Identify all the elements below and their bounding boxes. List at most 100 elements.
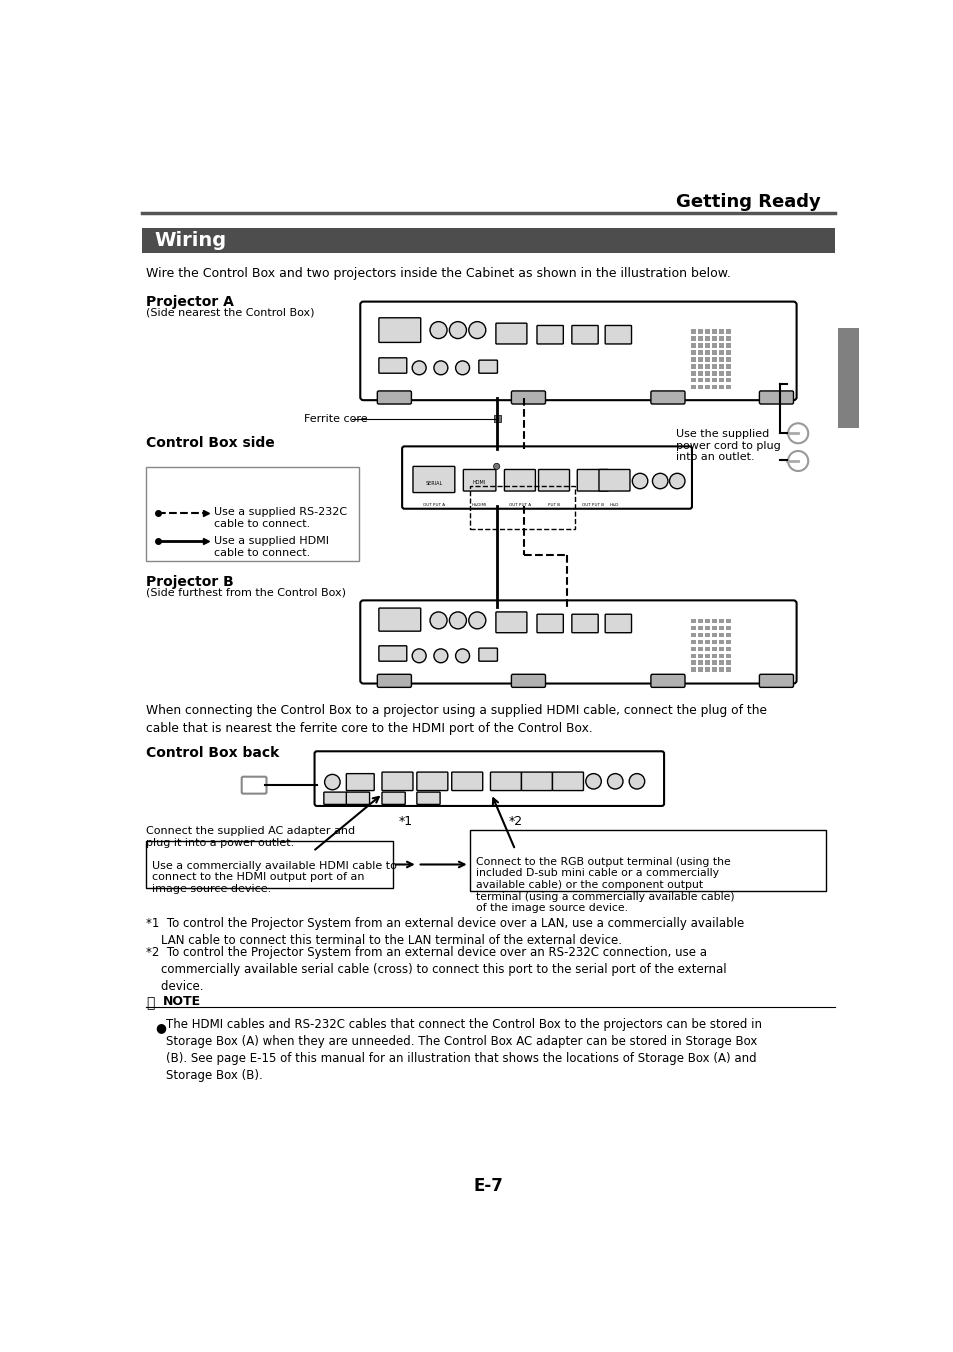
Bar [837, 327, 858, 427]
FancyBboxPatch shape [537, 614, 562, 633]
Circle shape [456, 361, 469, 375]
Bar [142, 228, 835, 253]
Bar [704, 660, 709, 665]
Text: OUT PUT B: OUT PUT B [581, 503, 603, 507]
Circle shape [430, 612, 447, 629]
Bar [691, 653, 695, 658]
Bar [698, 639, 702, 645]
Text: E-7: E-7 [474, 1178, 503, 1195]
Bar [719, 377, 723, 383]
Bar [725, 364, 730, 369]
FancyBboxPatch shape [463, 469, 496, 491]
FancyBboxPatch shape [759, 391, 793, 404]
Bar [719, 350, 723, 354]
FancyBboxPatch shape [452, 772, 482, 791]
Text: ●: ● [154, 1021, 166, 1034]
FancyBboxPatch shape [346, 792, 369, 804]
FancyBboxPatch shape [478, 648, 497, 661]
Bar [691, 668, 695, 672]
Bar [711, 660, 716, 665]
Circle shape [669, 473, 684, 488]
FancyBboxPatch shape [416, 772, 447, 791]
Bar [704, 639, 709, 645]
Bar [719, 653, 723, 658]
Text: (Side nearest the Control Box): (Side nearest the Control Box) [146, 307, 314, 316]
Bar [719, 330, 723, 334]
FancyBboxPatch shape [416, 792, 439, 804]
Bar [719, 343, 723, 347]
Text: Getting Ready: Getting Ready [675, 193, 820, 211]
Circle shape [652, 473, 667, 488]
Bar [725, 653, 730, 658]
Bar [711, 633, 716, 637]
Text: The HDMI cables and RS-232C cables that connect the Control Box to the projector: The HDMI cables and RS-232C cables that … [166, 1018, 760, 1083]
Bar [698, 385, 702, 389]
Bar [698, 377, 702, 383]
Bar [704, 337, 709, 341]
Text: NOTE: NOTE [162, 995, 200, 1009]
Circle shape [468, 612, 485, 629]
Bar [711, 370, 716, 376]
Bar [691, 350, 695, 354]
FancyBboxPatch shape [346, 773, 374, 791]
Bar [704, 385, 709, 389]
Circle shape [456, 649, 469, 662]
FancyBboxPatch shape [604, 326, 631, 343]
Bar [691, 639, 695, 645]
Bar [711, 337, 716, 341]
Bar [711, 626, 716, 630]
Bar [725, 377, 730, 383]
Bar [698, 668, 702, 672]
Bar [725, 350, 730, 354]
Bar [725, 357, 730, 362]
Bar [704, 370, 709, 376]
Bar [698, 660, 702, 665]
Bar [711, 639, 716, 645]
Text: *2  To control the Projector System from an external device over an RS-232C conn: *2 To control the Projector System from … [146, 946, 726, 994]
Bar [698, 350, 702, 354]
Bar [725, 370, 730, 376]
Bar [719, 619, 723, 623]
Bar [711, 343, 716, 347]
Text: OUT PUT A: OUT PUT A [422, 503, 444, 507]
Circle shape [430, 322, 447, 338]
Circle shape [632, 473, 647, 488]
Bar [711, 350, 716, 354]
FancyBboxPatch shape [650, 675, 684, 687]
Bar [704, 377, 709, 383]
FancyBboxPatch shape [381, 792, 405, 804]
FancyBboxPatch shape [478, 360, 497, 373]
Bar [719, 385, 723, 389]
Circle shape [787, 423, 807, 443]
Bar [698, 653, 702, 658]
Bar [725, 660, 730, 665]
Bar [704, 350, 709, 354]
Text: H&DIMI: H&DIMI [472, 503, 487, 507]
FancyBboxPatch shape [360, 600, 796, 684]
Bar [704, 668, 709, 672]
Bar [719, 337, 723, 341]
FancyBboxPatch shape [378, 358, 406, 373]
Circle shape [449, 612, 466, 629]
Bar [719, 364, 723, 369]
Bar [711, 653, 716, 658]
Bar [698, 337, 702, 341]
Bar [691, 626, 695, 630]
Bar [691, 660, 695, 665]
Text: Connect to the RGB output terminal (using the
included D-sub mini cable or a com: Connect to the RGB output terminal (usin… [476, 857, 734, 913]
Bar [719, 357, 723, 362]
FancyBboxPatch shape [377, 675, 411, 687]
Text: Use the supplied
power cord to plug
into an outlet.: Use the supplied power cord to plug into… [675, 429, 780, 462]
FancyBboxPatch shape [490, 772, 521, 791]
FancyBboxPatch shape [577, 469, 608, 491]
Bar [691, 330, 695, 334]
Bar [698, 343, 702, 347]
Circle shape [468, 322, 485, 338]
Bar [691, 337, 695, 341]
Text: Wire the Control Box and two projectors inside the Cabinet as shown in the illus: Wire the Control Box and two projectors … [146, 266, 731, 280]
Bar [725, 343, 730, 347]
FancyBboxPatch shape [571, 614, 598, 633]
Bar [719, 370, 723, 376]
Bar [704, 653, 709, 658]
Bar [691, 357, 695, 362]
